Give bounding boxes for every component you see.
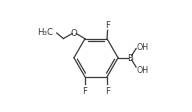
Text: F: F (105, 20, 110, 29)
Text: H₃C: H₃C (37, 28, 53, 37)
Text: OH: OH (137, 43, 149, 52)
Text: B: B (127, 54, 133, 63)
Text: OH: OH (137, 65, 149, 74)
Text: O: O (71, 29, 78, 38)
Text: F: F (105, 87, 110, 96)
Text: F: F (82, 87, 87, 96)
